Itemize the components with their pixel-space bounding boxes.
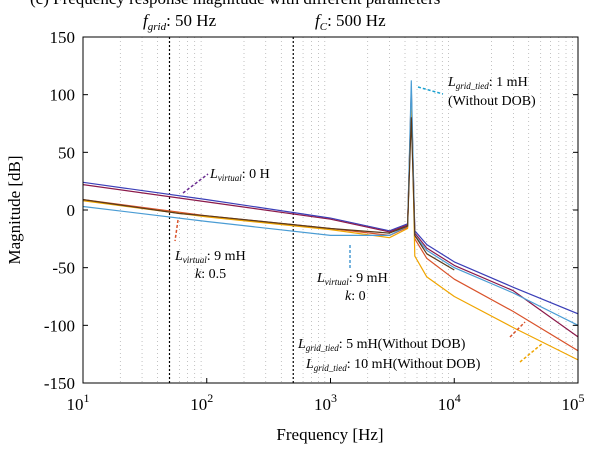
annotation-leader [174, 219, 179, 242]
annotation-lvirtual-9mh-k05: Lvirtual: 9 mH k: 0.5 [174, 219, 246, 282]
annotation-lvirtual-9mh-k0: Lvirtual: 9 mH k: 0 [316, 245, 388, 304]
x-tick-label: 103 [314, 391, 337, 414]
y-tick-label: -150 [44, 374, 75, 393]
grid [119, 37, 573, 383]
annotation-lgrid-10mh: Lgrid_tied: 10 mH(Without DOB) [305, 342, 544, 373]
annotation-k05-text: k: 0.5 [195, 267, 226, 282]
series-line-4 [83, 80, 578, 326]
annotation-lvirtual-0: Lvirtual: 0 H [182, 167, 270, 194]
annotation-lvirtual-9mh-text: Lvirtual: 9 mH [174, 249, 246, 265]
reference-vlines [168, 37, 294, 383]
x-axis-label: Frequency [Hz] [276, 425, 383, 444]
annotation-lgrid-10mh-text: Lgrid_tied: 10 mH(Without DOB) [305, 357, 481, 373]
y-tick-label: -50 [52, 259, 75, 278]
x-tick-label: 101 [67, 391, 90, 414]
y-tick-label: 100 [50, 86, 76, 105]
annotation-lvirtual-9mh-k0-text: Lvirtual: 9 mH [316, 271, 388, 287]
series-group [83, 80, 578, 361]
y-tick-label: -100 [44, 316, 75, 335]
annotation-lgrid-5mh: Lgrid_tied: 5 mH(Without DOB) [297, 321, 526, 353]
fc-label: fC: 500 Hz [315, 11, 386, 33]
x-tick-label: 102 [190, 391, 213, 414]
y-axis-label: Magnitude [dB] [5, 155, 24, 264]
fgrid-label: fgrid: 50 Hz [143, 11, 217, 33]
annotation-without-dob-text: (Without DOB) [448, 94, 536, 109]
chart-header: fgrid: 50 Hz fC: 500 Hz [143, 11, 386, 33]
annotation-lgrid-1mh: Lgrid_tied: 1 mH (Without DOB) [417, 75, 536, 109]
y-tick-label: 50 [58, 143, 75, 162]
x-axis-ticks: 101 102 103 104 105 [67, 378, 585, 414]
x-tick-label: 105 [562, 391, 585, 414]
annotation-leader [417, 86, 444, 95]
series-line-3 [83, 94, 578, 361]
annotation-lgrid-5mh-text: Lgrid_tied: 5 mH(Without DOB) [297, 337, 466, 353]
y-tick-label: 150 [50, 28, 76, 47]
annotation-lvirtual-0-text: Lvirtual: 0 H [209, 167, 270, 183]
chart-caption: (c) Frequency response magnitude with di… [30, 0, 440, 8]
annotation-leader [182, 173, 209, 194]
series-line-5 [83, 117, 455, 271]
y-axis-ticks: 150 100 50 0 -50 -100 -150 [44, 28, 578, 393]
annotation-leader [509, 321, 526, 338]
annotation-k0-text: k: 0 [345, 289, 366, 304]
x-tick-label: 104 [438, 391, 461, 414]
annotation-lgrid-1mh-text: Lgrid_tied: 1 mH [447, 75, 528, 91]
y-tick-label: 0 [67, 201, 76, 220]
annotation-leader [519, 342, 544, 363]
